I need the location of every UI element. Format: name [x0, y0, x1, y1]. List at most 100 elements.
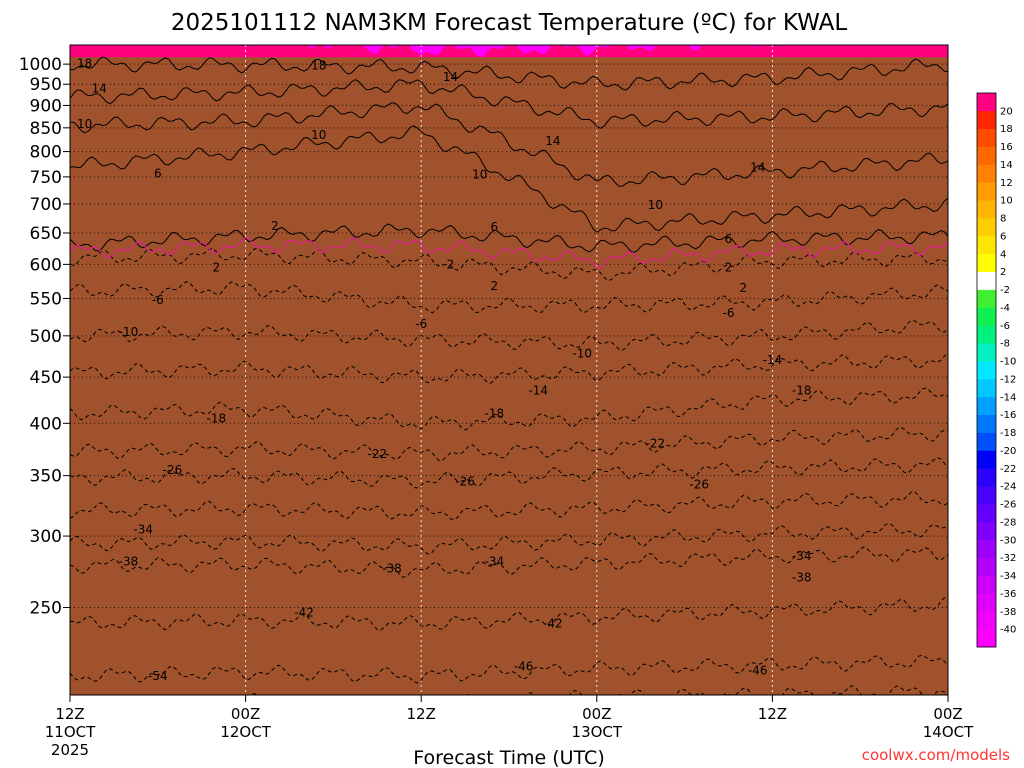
- x-tick-date: 13OCT: [572, 723, 623, 741]
- contour-label: -42: [294, 605, 314, 619]
- y-tick-label: 650: [30, 224, 62, 244]
- y-tick-label: 700: [30, 195, 62, 215]
- contour--22: [70, 426, 948, 462]
- y-tick-label: 950: [30, 75, 62, 95]
- x-tick-date: 12OCT: [220, 723, 271, 741]
- colorbar-swatch: [977, 128, 996, 147]
- contour--30: [70, 491, 948, 521]
- y-tick-label: 850: [30, 119, 62, 139]
- contour-10: [70, 102, 948, 187]
- contour-label: -34: [133, 523, 153, 537]
- colorbar-swatch: [977, 593, 996, 612]
- contour-label: -54: [148, 669, 168, 683]
- colorbar-label: -32: [1000, 553, 1016, 564]
- colorbar-swatch: [977, 557, 996, 576]
- contour-label: 6: [725, 232, 733, 246]
- colorbar-label: 4: [1000, 249, 1006, 260]
- contour-label: 2: [271, 219, 279, 233]
- contour-label: 10: [311, 128, 326, 142]
- grid-lines: [70, 45, 948, 695]
- colorbar-swatch: [977, 378, 996, 398]
- colorbar-label: -22: [1000, 464, 1016, 475]
- contour-label: 6: [491, 220, 499, 234]
- colorbar-label: 12: [1000, 178, 1013, 189]
- contour--6: [70, 281, 948, 314]
- colorbar-label: -34: [1000, 571, 1016, 582]
- x-tick-time: 00Z: [231, 705, 260, 723]
- colorbar-swatch: [977, 93, 996, 112]
- x-tick-year: 2025: [51, 741, 89, 759]
- contour-label: -14: [528, 383, 548, 397]
- colorbar-swatch: [977, 253, 996, 273]
- contour-label: 14: [443, 70, 458, 84]
- contour-label: -26: [455, 474, 475, 488]
- contour-label: 10: [472, 167, 487, 181]
- x-tick-time: 12Z: [758, 705, 787, 723]
- y-tick-label: 800: [30, 143, 62, 163]
- y-axis-ticks: 250 300 350 400 450 500 550 600 650 700 750 800 850 9…: [19, 55, 70, 619]
- contour--38: [70, 546, 948, 578]
- colorbar-swatch: [977, 611, 996, 630]
- colorbar-swatch: [977, 235, 996, 255]
- contour-label: 18: [311, 59, 326, 73]
- colorbar-swatch: [977, 432, 996, 451]
- colorbar-swatch: [977, 343, 996, 362]
- colorbar-swatch: [977, 289, 996, 308]
- y-tick-label: 750: [30, 168, 62, 188]
- contour-label: -38: [382, 562, 402, 576]
- contour--14: [70, 352, 948, 384]
- contour-label: -6: [415, 317, 427, 331]
- y-tick-label: 550: [30, 289, 62, 309]
- colorbar-label: -26: [1000, 500, 1016, 511]
- colorbar-swatch: [977, 504, 996, 523]
- contour-label: -34: [792, 549, 812, 563]
- colorbar-label: -36: [1000, 589, 1016, 600]
- contour-label: -26: [163, 463, 183, 477]
- colorbar-swatch: [977, 486, 996, 505]
- contour-label: -34: [485, 555, 505, 569]
- colorbar-label: -14: [1000, 392, 1016, 403]
- colorbar-label: -16: [1000, 410, 1016, 421]
- colorbar-swatch: [977, 539, 996, 558]
- colorbar-swatch: [977, 361, 996, 380]
- contour-label: -18: [207, 411, 227, 425]
- colorbar-label: 20: [1000, 106, 1013, 117]
- colorbar-label: -40: [1000, 625, 1016, 636]
- contour-14: [70, 79, 948, 129]
- colorbar-label: -4: [1000, 303, 1010, 314]
- colorbar-label: 10: [1000, 196, 1013, 207]
- colorbar-swatch: [977, 629, 996, 648]
- colorbar: -40-38-36-34-32-30-28-26-24-22-20-18-16-…: [976, 92, 1016, 648]
- colorbar-swatch: [977, 414, 996, 433]
- x-tick-date: 14OCT: [923, 723, 974, 741]
- colorbar-label: 16: [1000, 142, 1013, 153]
- chart-title: 2025101112 NAM3KM Forecast Temperature (…: [171, 10, 848, 36]
- contour-label: -26: [689, 478, 709, 492]
- contour-label: 2: [725, 261, 733, 275]
- x-tick-time: 12Z: [55, 705, 84, 723]
- colorbar-label: 14: [1000, 160, 1013, 171]
- contour-label: 2: [447, 257, 455, 271]
- colorbar-label: 18: [1000, 124, 1013, 135]
- colorbar-swatch: [977, 218, 996, 237]
- colorbar-swatch: [977, 325, 996, 344]
- contour-label: -46: [748, 663, 768, 677]
- contour-label: 18: [77, 57, 92, 71]
- contour-label: -6: [152, 293, 164, 307]
- contour-labels: -54 -46 -46 -42 -42 -38 -38 -38 -34 -34 -34 -26 -26 -…: [77, 57, 811, 683]
- colorbar-label: -12: [1000, 374, 1016, 385]
- x-tick-time: 00Z: [933, 705, 962, 723]
- contour-label: 14: [92, 81, 107, 95]
- colorbar-swatch: [977, 146, 996, 165]
- y-tick-label: 450: [30, 368, 62, 388]
- contour-label: -10: [119, 325, 139, 339]
- contour--34: [70, 522, 948, 555]
- contour-label: 10: [648, 198, 663, 212]
- x-axis-label: Forecast Time (UTC): [413, 747, 604, 768]
- y-tick-label: 1000: [19, 55, 62, 75]
- contour--26: [70, 457, 948, 489]
- contour--46: [70, 654, 948, 684]
- colorbar-label: -24: [1000, 482, 1016, 493]
- ground: [70, 57, 948, 695]
